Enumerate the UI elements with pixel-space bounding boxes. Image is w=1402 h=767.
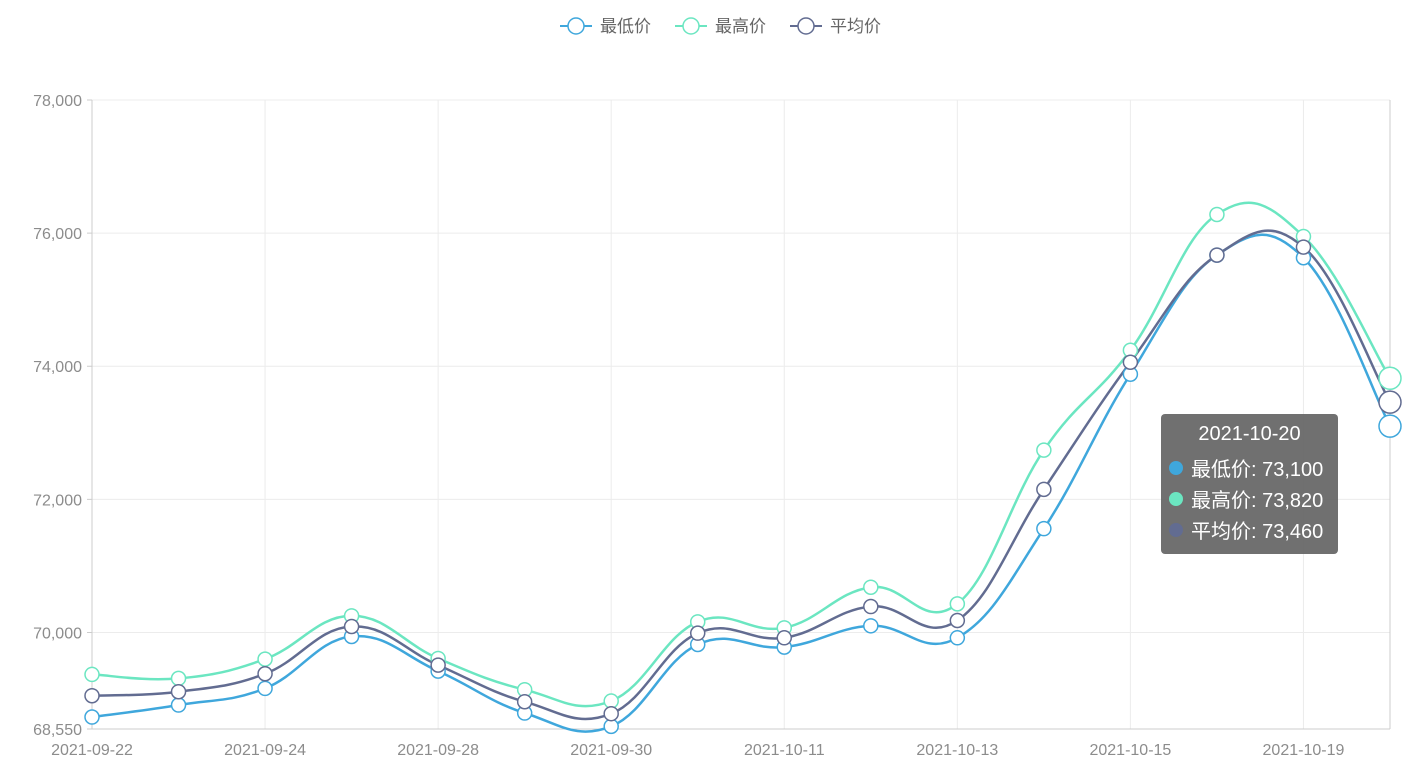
data-point-avg[interactable] xyxy=(84,687,100,704)
y-tick-label: 68,550 xyxy=(33,722,82,739)
legend-item-avg[interactable]: 平均价 xyxy=(790,17,881,36)
chart-series[interactable] xyxy=(84,201,1402,735)
data-point-avg[interactable] xyxy=(516,693,533,710)
tooltip-dot-high xyxy=(1169,491,1183,506)
data-point-avg[interactable] xyxy=(170,683,187,700)
data-point-avg[interactable] xyxy=(776,630,793,646)
data-point-avg[interactable] xyxy=(689,625,706,641)
data-point-high[interactable] xyxy=(84,666,100,683)
chart-legend[interactable]: 最低价 最高价 平均价 xyxy=(560,17,881,36)
data-point-low[interactable] xyxy=(1378,414,1402,438)
tooltip-row-high: 最高价: 73,820 xyxy=(1169,483,1330,514)
data-point-low[interactable] xyxy=(84,709,100,725)
data-point-avg[interactable] xyxy=(1295,239,1312,255)
tooltip-label-high: 最高价: 73,820 xyxy=(1191,490,1324,512)
x-tick-label: 2021-09-22 xyxy=(51,742,133,759)
y-tick-label: 76,000 xyxy=(33,226,82,243)
data-point-high[interactable] xyxy=(949,596,966,612)
legend-marker-low xyxy=(567,17,585,35)
x-tick-label: 2021-10-11 xyxy=(744,742,825,759)
legend-item-low[interactable]: 最低价 xyxy=(560,17,651,36)
data-point-low[interactable] xyxy=(170,697,187,713)
legend-label-high: 最高价 xyxy=(715,17,766,36)
x-tick-label: 2021-10-19 xyxy=(1263,742,1345,759)
legend-label-low: 最低价 xyxy=(600,17,651,36)
tooltip-label-avg: 平均价: 73,460 xyxy=(1191,521,1324,543)
x-tick-label: 2021-10-13 xyxy=(916,742,998,759)
data-point-avg[interactable] xyxy=(1122,354,1139,370)
x-tick-label: 2021-09-28 xyxy=(397,742,479,759)
x-tick-label: 2021-09-30 xyxy=(570,742,652,759)
data-point-high[interactable] xyxy=(1036,442,1052,458)
data-point-high[interactable] xyxy=(1209,206,1225,223)
data-point-low[interactable] xyxy=(949,630,966,646)
tooltip-dot-avg xyxy=(1169,522,1183,537)
data-point-avg[interactable] xyxy=(343,618,360,635)
chart-tooltip: 2021-10-20 最低价: 73,100 最高价: 73,820 平均价: … xyxy=(1161,414,1338,554)
data-point-high[interactable] xyxy=(170,670,187,687)
data-point-high[interactable] xyxy=(863,579,879,595)
legend-item-high[interactable]: 最高价 xyxy=(675,17,766,36)
data-point-avg[interactable] xyxy=(863,598,879,615)
data-point-avg[interactable] xyxy=(949,612,966,629)
legend-marker-avg xyxy=(797,17,815,35)
data-point-avg[interactable] xyxy=(603,705,619,722)
y-tick-label: 72,000 xyxy=(33,492,82,509)
x-tick-label: 2021-09-24 xyxy=(224,742,306,759)
data-point-avg[interactable] xyxy=(1036,481,1052,498)
data-point-avg[interactable] xyxy=(257,666,273,682)
tooltip-label-low: 最低价: 73,100 xyxy=(1191,459,1324,481)
chart-axes: 68,550 70,000 72,000 74,000 76,000 78,000 2021… xyxy=(33,93,1391,759)
data-point-high[interactable] xyxy=(257,651,273,667)
data-point-low[interactable] xyxy=(257,680,273,697)
data-point-avg[interactable] xyxy=(1378,390,1402,414)
data-point-avg[interactable] xyxy=(430,657,446,673)
legend-label-avg: 平均价 xyxy=(830,17,881,36)
tooltip-row-low: 最低价: 73,100 xyxy=(1169,452,1330,483)
tooltip-title: 2021-10-20 xyxy=(1198,423,1301,445)
tooltip-row-avg: 平均价: 73,460 xyxy=(1169,514,1330,545)
data-point-low[interactable] xyxy=(863,618,879,634)
y-tick-label: 70,000 xyxy=(33,625,82,642)
tooltip-dot-low xyxy=(1169,460,1183,475)
legend-marker-high xyxy=(682,17,700,35)
data-point-low[interactable] xyxy=(1036,520,1052,537)
data-point-high[interactable] xyxy=(1378,366,1402,390)
y-tick-label: 78,000 xyxy=(33,93,82,110)
x-tick-label: 2021-10-15 xyxy=(1089,742,1171,759)
data-point-avg[interactable] xyxy=(1209,247,1225,263)
y-tick-label: 74,000 xyxy=(33,359,82,376)
